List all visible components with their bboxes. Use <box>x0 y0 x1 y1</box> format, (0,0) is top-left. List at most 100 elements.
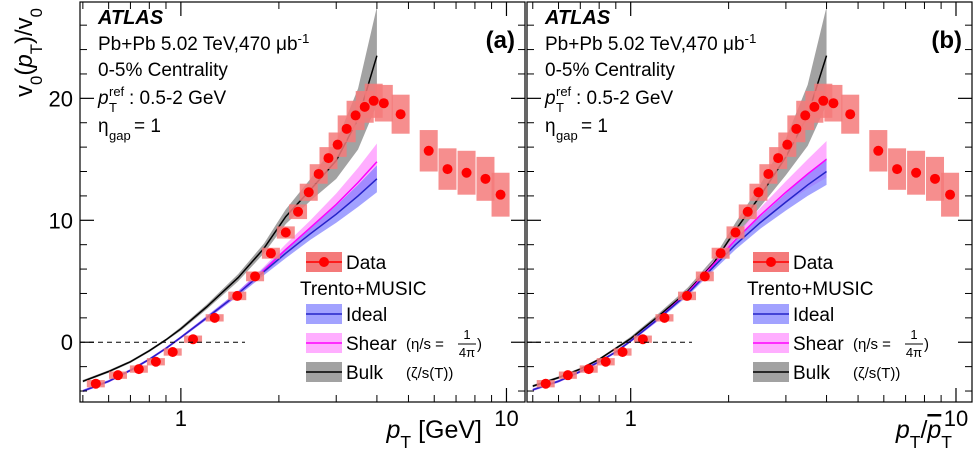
y-axis-title-part: p <box>11 54 38 68</box>
legend-label: Ideal <box>793 305 834 326</box>
x-axis-title-part: p <box>386 416 401 444</box>
x-axis-title-part: / <box>920 416 927 444</box>
data-point <box>763 168 774 179</box>
ref-sub: T <box>556 100 564 115</box>
plot-area <box>532 6 960 392</box>
ref-sub: T <box>109 100 117 115</box>
data-point <box>150 356 161 367</box>
data-point <box>753 187 764 198</box>
data-point <box>480 173 491 184</box>
panel-label: (b) <box>931 27 962 54</box>
data-point <box>395 109 406 120</box>
data-point <box>359 101 370 112</box>
data-point <box>845 109 856 120</box>
y-tick-label: 0 <box>61 330 73 355</box>
legend-swatch-point <box>319 257 329 267</box>
legend-label: Ideal <box>346 305 387 326</box>
data-point <box>209 312 220 323</box>
data-point <box>293 206 304 217</box>
data-point <box>828 98 839 109</box>
system-part: -1 <box>745 31 757 46</box>
data-point <box>540 378 551 389</box>
legend-header: Trento+MUSIC <box>747 279 874 300</box>
data-point <box>945 189 956 200</box>
legend-label: Bulk <box>346 363 383 384</box>
system-part: Pb+Pb 5.02 TeV,470 μb <box>98 34 298 55</box>
data-point <box>892 164 903 175</box>
data-point <box>280 227 291 238</box>
data-point <box>313 168 324 179</box>
data-point <box>188 334 199 345</box>
data-point <box>562 370 573 381</box>
gap-sub: gap <box>109 128 131 143</box>
legend-note-den: 4π <box>906 345 922 360</box>
legend-swatch-point <box>766 257 776 267</box>
x-axis-title: pT [GeV] <box>386 416 482 450</box>
y-axis-title-part: ( <box>11 68 38 76</box>
y-axis-title: v0(pT)/v0 <box>11 8 46 97</box>
x-axis-title-part: p <box>895 416 910 444</box>
x-axis-title-part: p <box>926 416 941 444</box>
data-point <box>232 290 243 301</box>
panel-label: (a) <box>486 27 515 54</box>
ref-p: p <box>544 88 556 109</box>
legend-note: (η/s = <box>853 336 891 353</box>
ref-range: : 0.5-2 GeV <box>129 88 226 109</box>
legend-label: Shear <box>793 334 844 355</box>
data-point <box>600 356 611 367</box>
data-point <box>617 347 628 357</box>
y-axis-title-part: T <box>27 44 46 54</box>
legend-note: (η/s = <box>406 336 444 353</box>
system-part: Pb+Pb 5.02 TeV,470 μb <box>545 34 745 55</box>
x-tick-label: 10 <box>944 406 968 431</box>
model-band <box>532 6 827 388</box>
data-point <box>911 167 922 178</box>
data-point <box>715 248 726 259</box>
legend-note-close: ) <box>924 336 929 353</box>
data-point <box>742 206 753 217</box>
gap-eta: η <box>98 116 109 137</box>
y-axis-title-part: 0 <box>27 8 46 17</box>
legend-header: Trento+MUSIC <box>300 279 427 300</box>
legend-note: (ζ/s(T)) <box>406 365 453 382</box>
data-point <box>782 139 793 150</box>
gap-value: = 1 <box>581 116 608 137</box>
legend-label: Data <box>346 253 387 274</box>
legend-note-num: 1 <box>910 327 917 342</box>
legend-note-den: 4π <box>459 345 475 360</box>
legend-label: Bulk <box>793 363 830 384</box>
data-point <box>303 187 314 198</box>
data-point <box>341 123 352 134</box>
legend-note: (ζ/s(T)) <box>853 365 900 382</box>
x-tick-label: 1 <box>625 406 637 431</box>
gap-eta: η <box>545 116 556 137</box>
model-line <box>82 161 378 392</box>
centrality: 0-5% Centrality <box>545 60 675 81</box>
legend-label: Shear <box>346 334 397 355</box>
x-axis-title-part: T <box>910 432 921 450</box>
data-point <box>873 145 884 156</box>
data-point <box>682 290 693 301</box>
ref-range: : 0.5-2 GeV <box>576 88 673 109</box>
data-point <box>809 101 820 112</box>
data-point <box>133 364 144 375</box>
y-axis-title-part: v <box>11 85 38 97</box>
y-tick-label: 20 <box>49 86 73 111</box>
data-point <box>442 164 453 175</box>
data-point <box>637 334 648 345</box>
data-point <box>378 98 389 109</box>
frame <box>79 1 526 403</box>
data-point <box>730 227 741 238</box>
y-tick-label: 10 <box>49 208 73 233</box>
y-axis-title-part: )/v <box>11 17 38 44</box>
data-point <box>791 123 802 134</box>
frame <box>526 1 973 403</box>
legend-label: Data <box>793 253 834 274</box>
data-point <box>773 153 784 164</box>
gap-value: = 1 <box>134 116 161 137</box>
ref-sup: ref <box>109 84 125 99</box>
system: Pb+Pb 5.02 TeV,470 μb-1 <box>98 31 309 56</box>
data-point <box>495 189 506 200</box>
